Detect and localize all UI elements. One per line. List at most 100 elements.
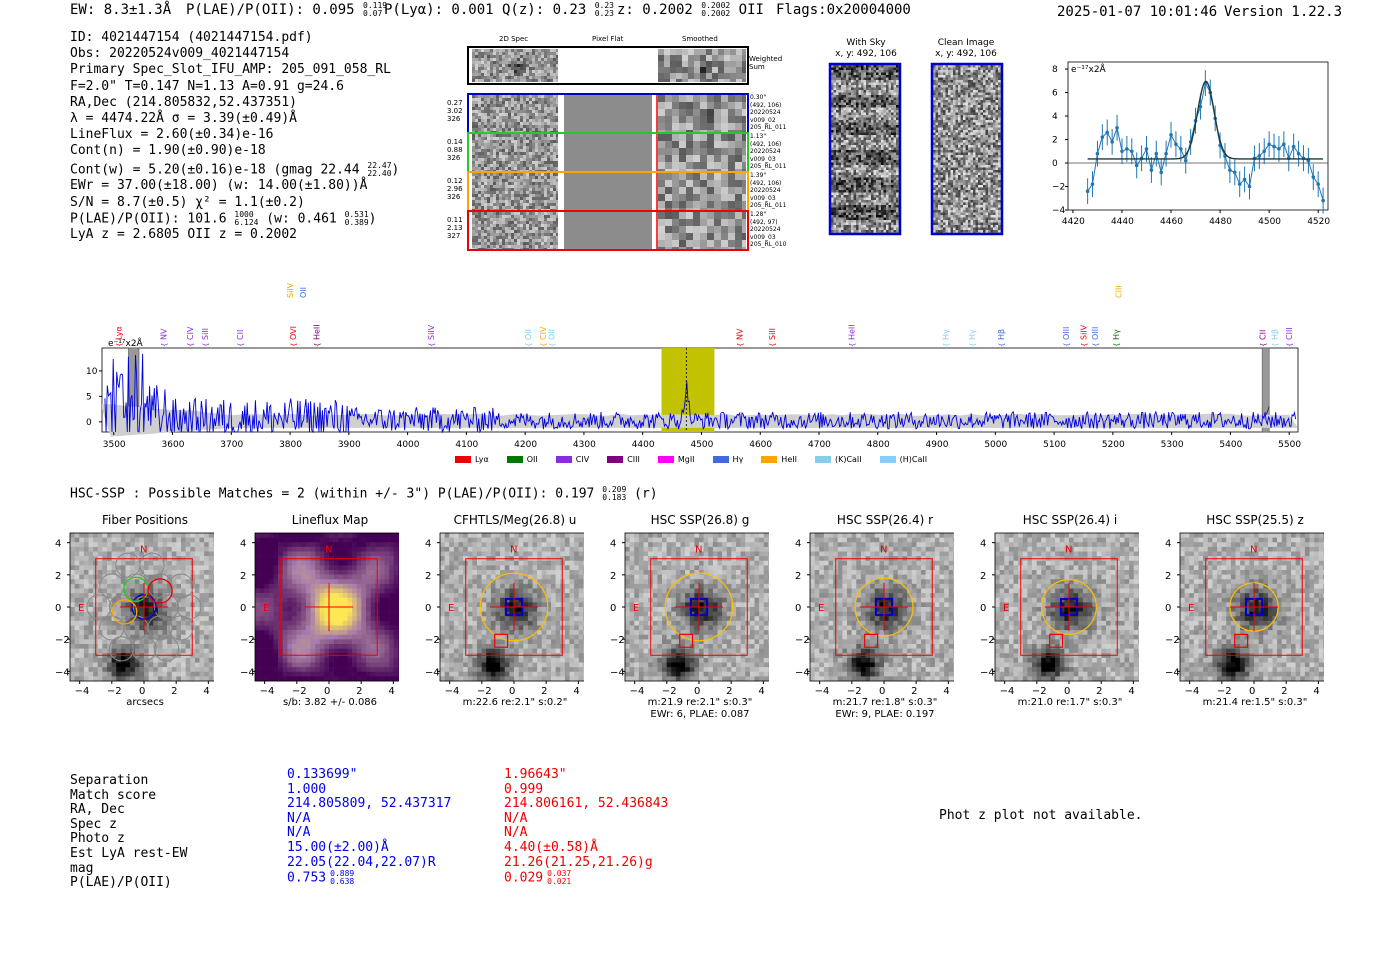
spectrum-line-label: OII — [524, 329, 533, 340]
legend-item: CIV — [555, 455, 589, 464]
hsc-xtick-label: 2 — [356, 686, 362, 697]
cutout-right-labels: 1.28" (492, 97) 20220524 v009_03 205_RL_010 — [750, 211, 786, 249]
hsc-xtick-label: 2 — [541, 686, 547, 697]
hsc-xtick-label: 0 — [694, 686, 700, 697]
spectrum-line-bracket: { — [237, 343, 245, 347]
info-contw-lo: 22.40 — [367, 168, 392, 178]
zoom-ytick-label: 8 — [1052, 65, 1058, 75]
hsc-east-label: E — [818, 603, 824, 614]
cutout-right-value: (492, 97) — [750, 218, 778, 226]
spectrum-line-bracket: { — [848, 343, 856, 347]
legend-label: Hγ — [732, 455, 744, 464]
spectrum-line-label: HeII — [313, 324, 322, 340]
cutout-col-flat: Pixel Flat — [592, 35, 624, 43]
match-row-value: 0.029 0.037 0.021 — [504, 870, 668, 886]
spectrum-line-label: SiII — [768, 328, 777, 340]
header-qz-hi: 0.23 — [594, 1, 614, 10]
strip-smooth — [658, 212, 746, 249]
match-row-label: Separation — [70, 773, 149, 788]
strip-2d — [472, 95, 558, 132]
cutout-right-value: 205_RL_011 — [750, 163, 787, 170]
spectrum-line-label: HeII — [847, 324, 856, 340]
info-contw-hi: 22.47 — [367, 160, 392, 170]
hsc-caption-line-1: m:21.4 re:1.5" s:0.3" — [1202, 697, 1308, 708]
zoom-xtick-label: 4460 — [1160, 217, 1183, 227]
hsc-ytick-label: −4 — [425, 667, 440, 678]
hsc-ytick-label: 4 — [795, 539, 801, 550]
zoom-ytick-label: 6 — [1052, 89, 1058, 99]
hsc-title: HSC-SSP : Possible Matches = 2 (within +… — [70, 486, 658, 502]
hsc-east-label: E — [1188, 603, 1194, 614]
strip-flat — [564, 212, 652, 249]
spectrum-xtick-label: 4000 — [397, 440, 420, 450]
spectrum-line — [104, 353, 1297, 434]
sky-images — [828, 62, 1004, 236]
spectrum-line-label: Hγ — [968, 329, 977, 340]
hsc-ytick-label: −2 — [980, 635, 995, 646]
spectrum-line-bracket: { — [769, 343, 777, 347]
cutout-left-labels: 0.11 2.13 327 — [447, 216, 463, 240]
legend-label: HeII — [781, 455, 797, 464]
hsc-north-label: N — [325, 544, 332, 555]
cutout-left-labels: 0.12 2.96 326 — [447, 177, 463, 201]
spectrum-xtick-label: 5200 — [1102, 440, 1125, 450]
cutout-left-labels: 0.27 3.02 326 — [447, 99, 463, 123]
hsc-caption-line-1: arcsecs — [126, 697, 164, 708]
hsc-caption-line-2: EWr: 6, PLAE: 0.087 — [650, 709, 750, 720]
hsc-title-text: HSC-SSP : Possible Matches = 2 (within +… — [70, 486, 595, 502]
hsc-pixels — [625, 533, 769, 682]
legend-swatch — [555, 456, 572, 463]
info-contw: Cont(w) = 5.20(±0.16)e-18 (gmag 22.44 22… — [70, 160, 400, 178]
hsc-match-2-marker — [679, 633, 694, 648]
cutout-right-value: v009_03 — [750, 194, 776, 202]
hsc-panel-caption: arcsecs — [60, 697, 230, 709]
strip-2d — [472, 212, 558, 249]
hsc-aperture-ring — [1041, 579, 1097, 635]
cutout-right-value: 205_RL_011 — [750, 124, 787, 131]
hsc-xtick-label: 0 — [139, 686, 145, 697]
spectrum-line-label: NV — [736, 328, 745, 340]
with-sky-label: With Sky — [846, 38, 886, 48]
hsc-xtick-label: −2 — [292, 686, 307, 697]
hsc-ytick-label: −2 — [610, 635, 625, 646]
strip-flat — [564, 173, 652, 210]
hsc-ytick-label: 2 — [240, 571, 246, 582]
hsc-pixels — [255, 533, 399, 682]
spectrum-xtick-label: 3700 — [220, 440, 243, 450]
header-plya: P(Lyα): 0.001 — [384, 2, 494, 18]
fiber-circle — [86, 594, 112, 620]
hsc-panel-title: HSC SSP(26.8) g — [650, 513, 750, 527]
match-row-label: Match score — [70, 787, 157, 803]
hsc-xtick-label: 4 — [388, 686, 394, 697]
legend-label: (H)CaII — [899, 455, 928, 464]
zoom-axes — [1067, 61, 1329, 211]
zoom-line-plot: 4420 4440 4460 4480 4500 4520 −4 −2 0 2 4 6 8 e⁻¹⁷x2Å — [1052, 61, 1330, 227]
legend-swatch — [712, 456, 729, 463]
spectrum-line-label: OVI — [289, 326, 298, 340]
hsc-xtick-label: 2 — [1281, 686, 1287, 697]
strip-flat — [564, 134, 652, 171]
clean-image-xy: x, y: 492, 106 — [935, 49, 997, 59]
header-ew: EW: 8.3±1.3Å — [70, 2, 172, 18]
header-z-hi: 0.2002 — [701, 1, 731, 10]
legend-swatch — [607, 456, 624, 463]
spectrum-xtick-label: 5000 — [984, 440, 1007, 450]
spectrum-line-label: SiII — [201, 328, 210, 340]
legend-item: Lyα — [455, 455, 489, 464]
spectrum-line-label-upper: OII — [299, 287, 308, 298]
hsc-ytick-label: 0 — [425, 603, 431, 614]
spectrum-ytick-label: 0 — [86, 418, 92, 428]
header-z: z: 0.2002 0.2002 0.2002 OII — [617, 1, 764, 19]
info-id: ID: 4021447154 (4021447154.pdf) — [70, 30, 313, 45]
spectrum-legend: Lyα OII CIV CIII MgII Hγ HeII (K)CaII (H)CaII — [455, 448, 945, 467]
clean-image-frame — [930, 62, 1004, 236]
cutout-right-value: v009_03 — [750, 233, 776, 241]
legend-label: (K)CaII — [834, 455, 862, 464]
hsc-xtick-label: 4 — [203, 686, 209, 697]
match-row-value: 0.133699" — [287, 767, 358, 782]
hsc-title-lo: 0.183 — [602, 493, 627, 502]
legend-item: (H)CaII — [879, 455, 928, 464]
hsc-ytick-label: 4 — [240, 539, 246, 550]
header-datetime: 2025-01-07 10:01:46 — [1057, 4, 1218, 20]
zoom-xtick-label: 4480 — [1209, 217, 1232, 227]
